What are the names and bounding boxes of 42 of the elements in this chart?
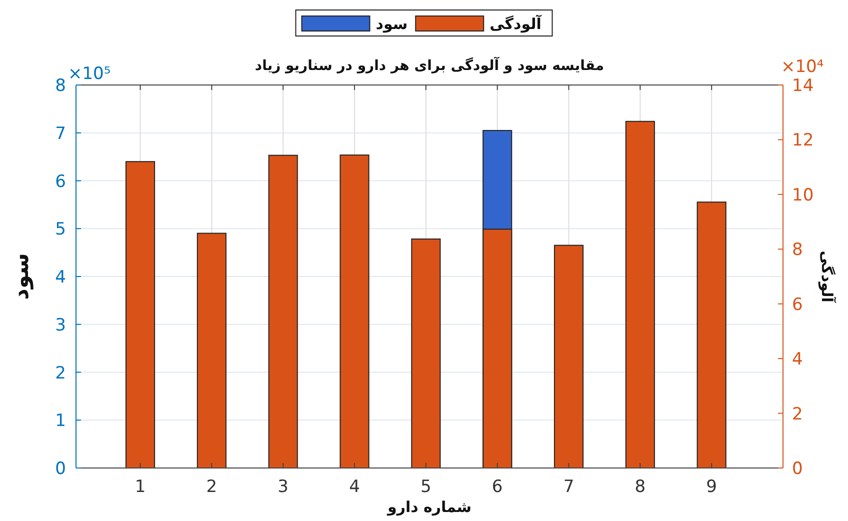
chart-title: مقایسه سود و آلودگی برای هر دارو در سناریو زیاد [254, 56, 604, 74]
bar [196, 232, 226, 468]
x-tick-label: 4 [349, 477, 360, 497]
y2-tick-label: 14 [792, 76, 814, 96]
bar [340, 154, 370, 468]
y-tick-label: 4 [55, 268, 66, 288]
bar [696, 202, 726, 468]
y-tick-label: 0 [55, 459, 66, 479]
y2-tick-label: 2 [792, 404, 803, 424]
bar [625, 120, 655, 468]
y-tick-label: 8 [55, 76, 66, 96]
y-tick-label: 3 [55, 315, 66, 336]
y-axis-title: سود [9, 253, 34, 300]
text: ×10⁴ [781, 57, 824, 77]
bar [411, 238, 441, 468]
y2-tick-label: 10 [792, 185, 814, 206]
bar [554, 244, 584, 468]
x-tick-label: 1 [134, 477, 146, 497]
y-tick-label: 7 [55, 124, 66, 144]
y2-tick-label: 4 [792, 350, 803, 370]
bar [268, 154, 298, 468]
legend-label: سود [376, 15, 408, 33]
text: ×10⁵ [68, 64, 111, 84]
x-tick-label: 3 [278, 477, 289, 497]
x-tick-label: 8 [634, 477, 646, 497]
y-tick-label: 2 [55, 363, 66, 384]
x-tick-label: 5 [420, 477, 432, 497]
y2-tick-label: 6 [792, 294, 803, 315]
y2-tick-label: 12 [792, 130, 814, 151]
x-tick-label: 6 [492, 477, 503, 497]
bar [125, 161, 156, 468]
x-axis-title: شماره دارو [386, 498, 472, 516]
x-tick-label: 9 [706, 477, 717, 497]
x-tick-label: 2 [206, 477, 218, 497]
y-tick-label: 6 [55, 172, 66, 192]
y2-tick-label: 0 [792, 459, 803, 479]
y2-tick-label: 8 [792, 240, 803, 260]
y2-axis-title: آلودگی [818, 250, 837, 304]
x-tick-label: 7 [563, 477, 574, 497]
y-tick-label: 1 [55, 411, 66, 432]
y-tick-label: 5 [55, 220, 66, 240]
legend-label: آلودگی [490, 14, 542, 33]
